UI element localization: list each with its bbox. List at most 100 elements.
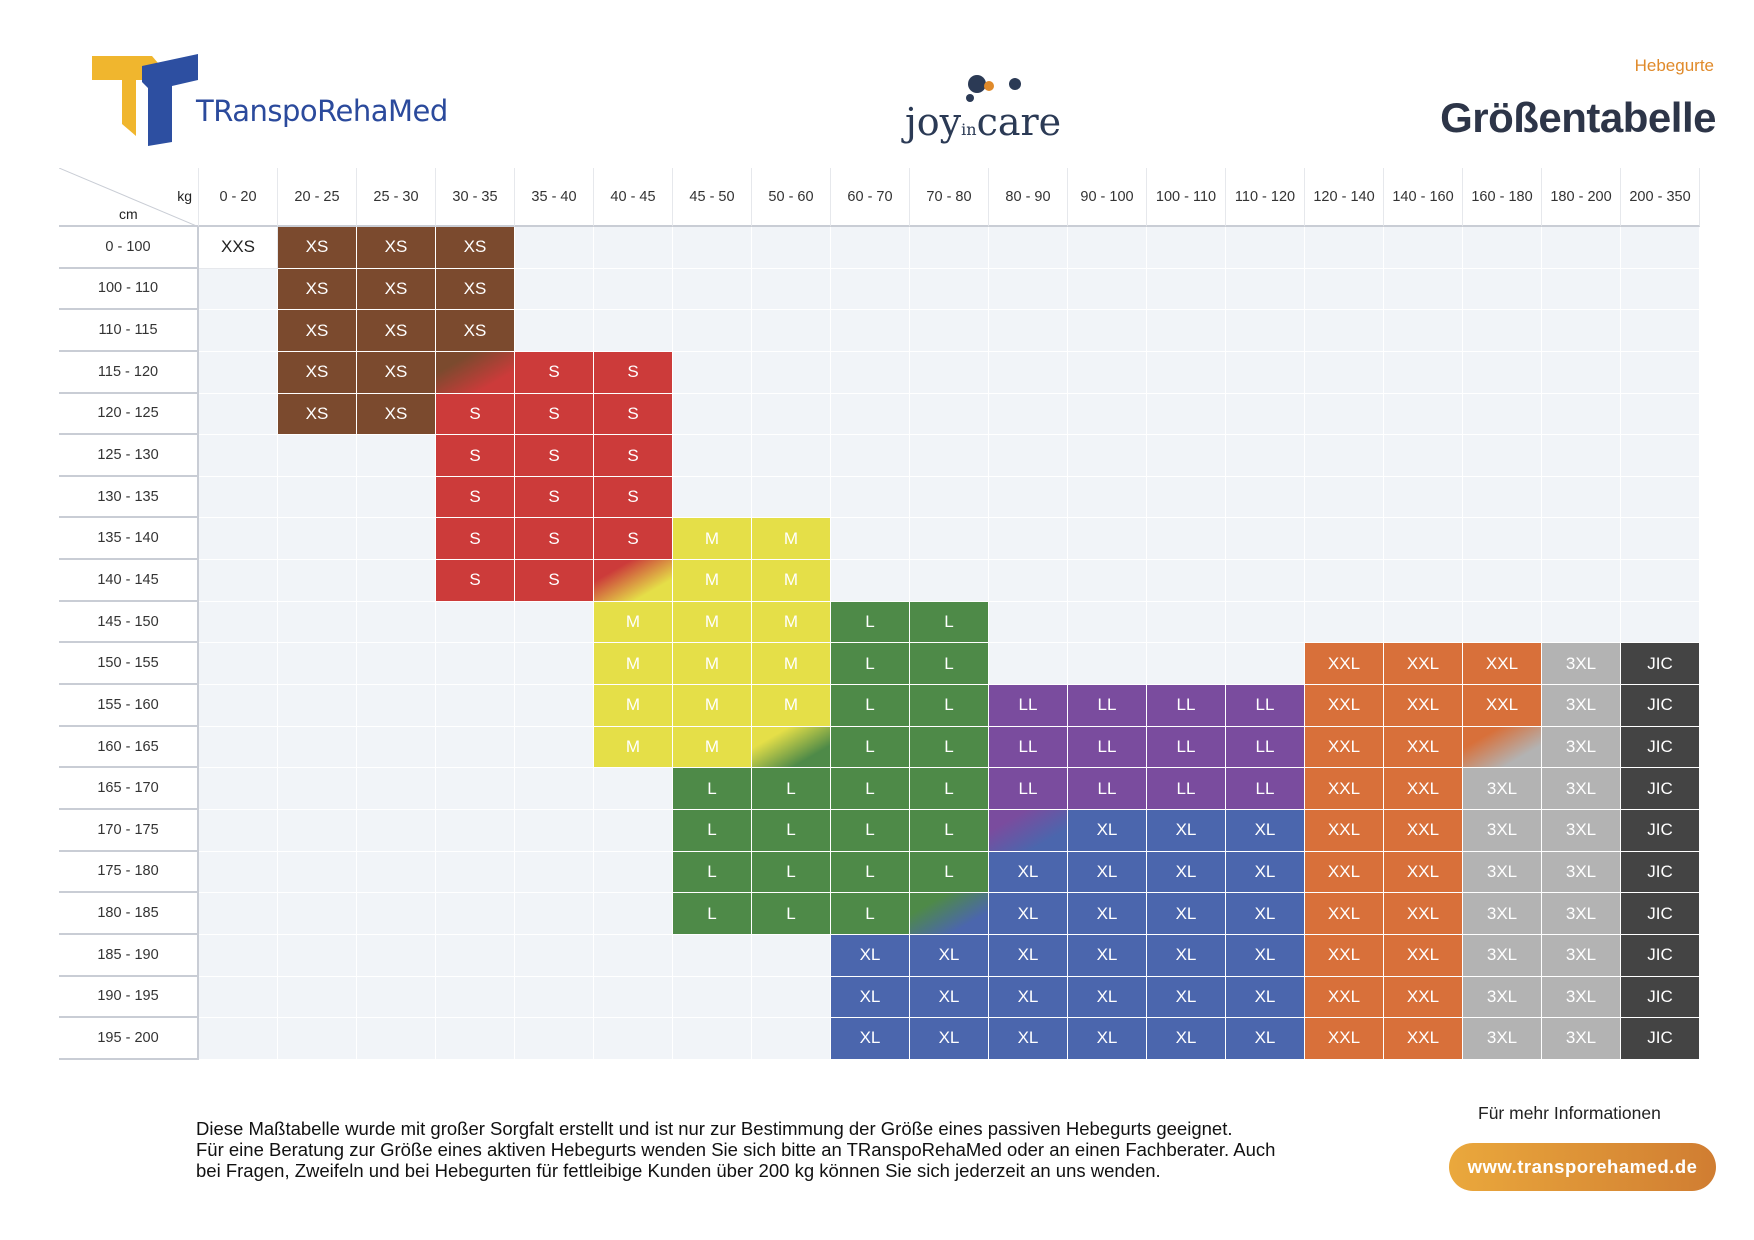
size-cell: M xyxy=(752,685,831,727)
weight-column-header: 160 - 180 xyxy=(1463,168,1542,227)
size-cell: XXL xyxy=(1305,726,1384,769)
size-cell: XXL xyxy=(1305,893,1384,935)
empty-cell xyxy=(1463,393,1542,436)
empty-cell xyxy=(1226,601,1305,644)
size-cell: XXL xyxy=(1384,643,1463,686)
empty-cell xyxy=(1068,601,1147,644)
size-cell: XXL xyxy=(1305,809,1384,852)
empty-cell xyxy=(1226,393,1305,436)
empty-cell xyxy=(1542,393,1621,436)
empty-cell xyxy=(1147,643,1226,686)
empty-cell xyxy=(1542,435,1621,477)
empty-cell xyxy=(199,643,278,686)
size-cell: XL xyxy=(1147,934,1226,977)
empty-cell xyxy=(1068,227,1147,269)
empty-cell xyxy=(278,768,357,810)
size-cell: S xyxy=(436,518,515,561)
size-cell: XL xyxy=(1147,809,1226,852)
empty-cell xyxy=(594,310,673,352)
height-row-header: 175 - 180 xyxy=(59,851,199,894)
empty-cell xyxy=(1621,476,1700,519)
empty-cell xyxy=(752,1018,831,1060)
empty-cell xyxy=(1305,227,1384,269)
size-cell: JIC xyxy=(1621,1018,1700,1060)
weight-column-header: 0 - 20 xyxy=(199,168,278,227)
empty-cell xyxy=(1463,518,1542,561)
size-cell: L xyxy=(831,851,910,894)
empty-cell xyxy=(278,643,357,686)
empty-cell xyxy=(831,227,910,269)
empty-cell xyxy=(752,227,831,269)
empty-cell xyxy=(1384,310,1463,352)
empty-cell xyxy=(831,518,910,561)
size-cell: XL xyxy=(1226,809,1305,852)
size-cell: L xyxy=(831,601,910,644)
size-cell: XL xyxy=(831,976,910,1019)
size-cell: L xyxy=(831,809,910,852)
empty-cell xyxy=(436,893,515,935)
size-cell: XL xyxy=(831,1018,910,1060)
size-cell: LL xyxy=(1226,685,1305,727)
empty-cell xyxy=(1147,227,1226,269)
empty-cell xyxy=(357,643,436,686)
size-cell: XL xyxy=(1068,934,1147,977)
size-cell: S xyxy=(515,393,594,436)
empty-cell xyxy=(199,435,278,477)
empty-cell xyxy=(199,934,278,977)
empty-cell xyxy=(199,809,278,852)
size-cell: XL xyxy=(910,934,989,977)
size-cell: S xyxy=(515,351,594,394)
empty-cell xyxy=(199,476,278,519)
weight-column-header: 90 - 100 xyxy=(1068,168,1147,227)
size-cell: L xyxy=(752,809,831,852)
size-cell: M xyxy=(594,643,673,686)
empty-cell xyxy=(1384,601,1463,644)
size-cell: XS xyxy=(357,268,436,311)
empty-cell xyxy=(436,976,515,1019)
weight-column-header: 50 - 60 xyxy=(752,168,831,227)
size-cell: XXL xyxy=(1305,685,1384,727)
size-cell: M xyxy=(594,685,673,727)
size-cell: L xyxy=(673,893,752,935)
empty-cell xyxy=(594,768,673,810)
empty-cell xyxy=(1226,518,1305,561)
empty-cell xyxy=(989,643,1068,686)
size-cell: LL xyxy=(1226,726,1305,769)
empty-cell xyxy=(278,809,357,852)
size-cell: XXL xyxy=(1305,643,1384,686)
size-cell: LL xyxy=(1068,685,1147,727)
weight-column-header: 110 - 120 xyxy=(1226,168,1305,227)
empty-cell xyxy=(1068,351,1147,394)
empty-cell xyxy=(1068,518,1147,561)
empty-cell xyxy=(1068,476,1147,519)
size-cell: XXL xyxy=(1384,1018,1463,1060)
empty-cell xyxy=(278,1018,357,1060)
empty-cell xyxy=(278,726,357,769)
size-cell: L xyxy=(831,893,910,935)
size-cell: XL xyxy=(989,851,1068,894)
empty-cell xyxy=(515,726,594,769)
size-cell: M xyxy=(752,643,831,686)
empty-cell xyxy=(1068,643,1147,686)
empty-cell xyxy=(357,851,436,894)
empty-cell xyxy=(752,934,831,977)
size-cell: XXL xyxy=(1384,768,1463,810)
empty-cell xyxy=(1621,268,1700,311)
empty-cell xyxy=(436,768,515,810)
size-cell: L xyxy=(910,768,989,810)
transition-cell xyxy=(752,726,831,769)
size-cell: XXL xyxy=(1305,976,1384,1019)
empty-cell xyxy=(594,934,673,977)
website-link[interactable]: www.transporehamed.de xyxy=(1449,1143,1716,1191)
size-cell: XXL xyxy=(1305,934,1384,977)
empty-cell xyxy=(357,726,436,769)
size-cell: XL xyxy=(1226,1018,1305,1060)
size-cell: XL xyxy=(1068,1018,1147,1060)
size-cell: XXL xyxy=(1463,643,1542,686)
empty-cell xyxy=(1463,351,1542,394)
size-cell: XL xyxy=(1226,893,1305,935)
brand-name: TRanspoRehaMed xyxy=(196,94,448,128)
size-cell: XL xyxy=(1068,893,1147,935)
height-row-header: 195 - 200 xyxy=(59,1018,199,1060)
empty-cell xyxy=(989,310,1068,352)
